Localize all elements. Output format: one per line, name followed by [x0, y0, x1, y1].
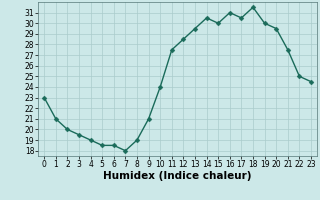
X-axis label: Humidex (Indice chaleur): Humidex (Indice chaleur) — [103, 171, 252, 181]
